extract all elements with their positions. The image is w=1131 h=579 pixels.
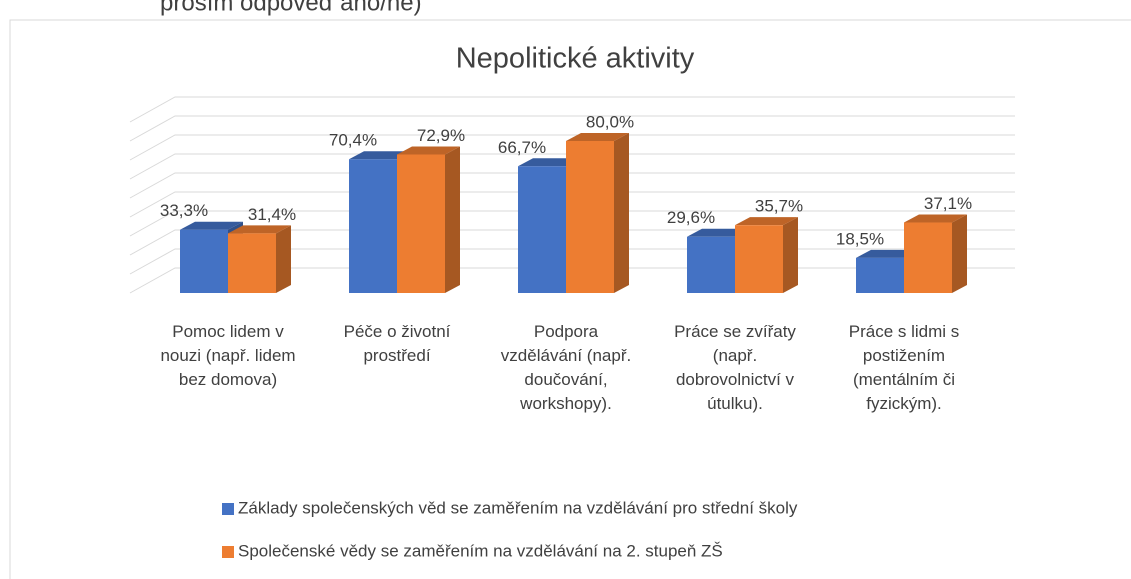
bar [904,214,967,293]
bar-top [735,217,798,226]
bar [228,225,291,293]
bar [566,133,629,293]
bar [397,146,460,293]
x-tick-label: Péče o životní prostředí [343,322,451,365]
bar-front [349,159,397,293]
legend-swatch [222,546,234,558]
chart-title: Nepolitické aktivity [456,43,695,75]
bar-top [228,225,291,234]
grid-line [129,210,1015,237]
bar-top [566,133,629,141]
bar-side [445,146,460,293]
bar-top [856,249,919,258]
data-label: 18,5% [836,229,884,248]
bar-front [180,229,228,293]
bar-front [518,166,566,293]
data-label: 70,4% [329,131,377,150]
x-tick-label: Práce s lidmi s postižením (mentálním či… [848,322,960,413]
bar-top [349,151,412,160]
bar-front [904,222,952,293]
bar-top [904,214,967,223]
grid-line [129,96,1015,123]
chart-frame [9,19,1131,579]
bar-top [687,228,750,237]
bar-front [228,233,276,293]
grid-line [129,191,1015,218]
data-label: 35,7% [755,197,803,216]
bar-side [783,217,798,293]
bar-top [180,221,243,230]
bar-side [614,133,629,293]
bar-front [687,236,735,293]
bar-front [735,225,783,293]
bar-front [397,154,445,293]
x-tick-label: Pomoc lidem v nouzi (např. lidem bez dom… [160,322,296,389]
bar-top [397,146,460,155]
legend-label: Základy společenských věd se zaměřením n… [238,498,798,517]
legend-swatch [222,503,234,515]
bar-front [856,257,904,293]
bar [735,217,798,293]
grid-line [129,134,1015,161]
data-label: 80,0% [586,112,634,131]
grid-line [129,153,1015,180]
data-label: 66,7% [498,138,546,157]
grid-line [129,172,1015,199]
bar-side [952,214,967,293]
data-label: 33,3% [160,201,208,220]
data-label: 37,1% [924,194,972,213]
x-tick-label: Podpora vzdělávání (např. doučování, wor… [500,322,632,413]
bar-front [566,141,614,293]
bar-top [518,158,581,167]
legend-label: Společenské vědy se zaměřením na vzděláv… [238,541,723,560]
x-tick-label: Práce se zvířaty (např. dobrovolnictví v… [674,322,796,413]
data-label: 72,9% [417,126,465,145]
grid-line [129,115,1015,142]
data-label: 31,4% [248,205,296,224]
data-label: 29,6% [667,208,715,227]
bar-side [276,225,291,293]
header-text: prosím odpověď ano/ne) [160,0,422,16]
